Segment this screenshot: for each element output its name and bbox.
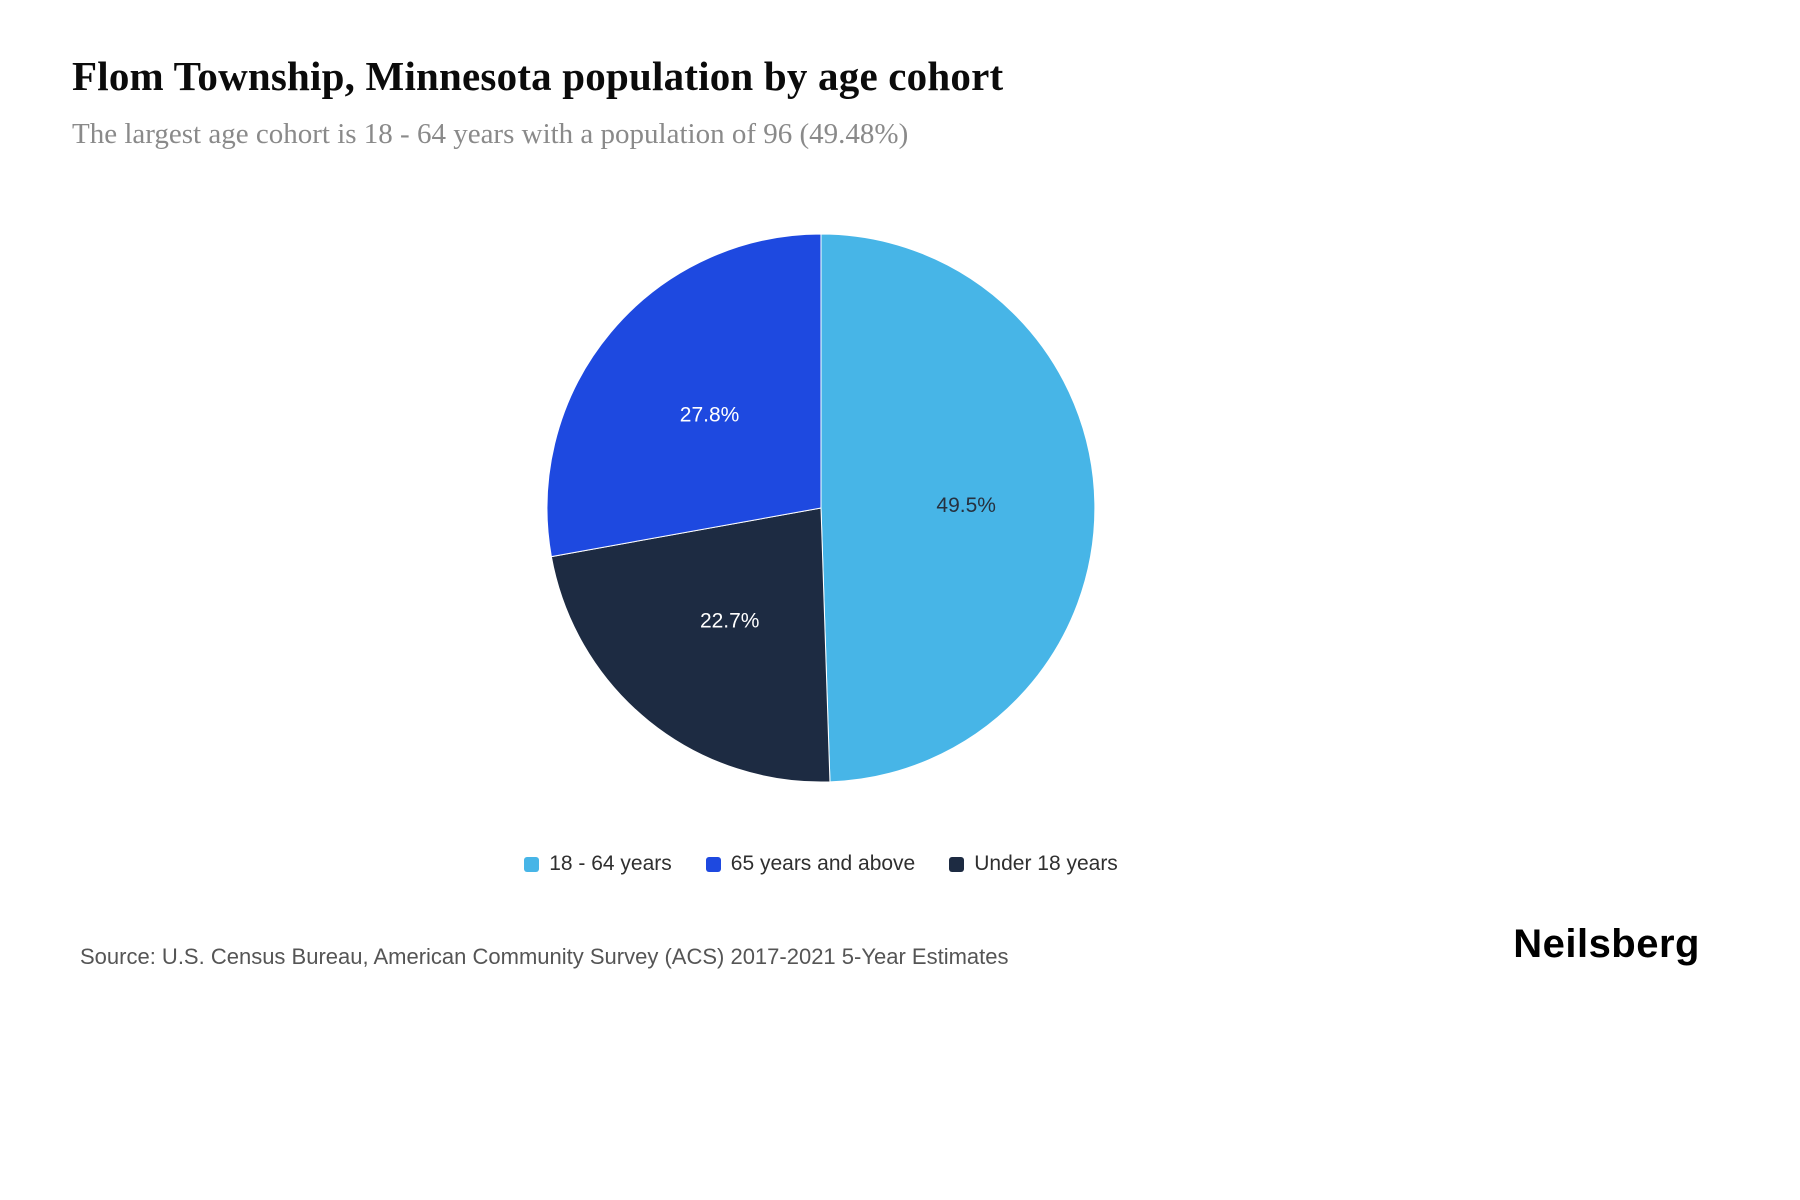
legend-item-under-18-years[interactable]: Under 18 years <box>949 852 1118 876</box>
legend-item-65-years-and-above[interactable]: 65 years and above <box>705 852 916 876</box>
pie-slice-percentage-label: 27.8% <box>680 403 740 426</box>
page-title: Flom Township, Minnesota population by a… <box>72 53 1004 99</box>
legend-label: 65 years and above <box>730 852 916 875</box>
source-note: Source: U.S. Census Bureau, American Com… <box>80 944 1009 969</box>
pie-chart: 49.5% 22.7% 27.8% <box>546 233 1096 783</box>
pie-slice-percentage-label: 49.5% <box>936 494 996 517</box>
legend-label: 18 - 64 years <box>549 852 672 875</box>
pie-slice-18-64-years[interactable] <box>820 233 1096 783</box>
legend-swatch-icon <box>705 856 721 872</box>
legend-item-18-64-years[interactable]: 18 - 64 years <box>524 852 672 876</box>
page-subtitle: The largest age cohort is 18 - 64 years … <box>72 118 909 150</box>
pie-slice-under-18-years[interactable] <box>550 507 831 783</box>
legend-label: Under 18 years <box>974 852 1118 875</box>
pie-slice-65-years-and-above[interactable] <box>546 233 822 558</box>
legend-swatch-icon <box>949 856 965 872</box>
legend: 18 - 64 years 65 years and above Under 18 … <box>0 852 1642 876</box>
legend-swatch-icon <box>524 856 540 872</box>
brand-logo: Neilsberg <box>1513 922 1700 966</box>
pie-slice-percentage-label: 22.7% <box>700 609 760 632</box>
pie-chart-container: 49.5% 22.7% 27.8% <box>546 233 1096 783</box>
